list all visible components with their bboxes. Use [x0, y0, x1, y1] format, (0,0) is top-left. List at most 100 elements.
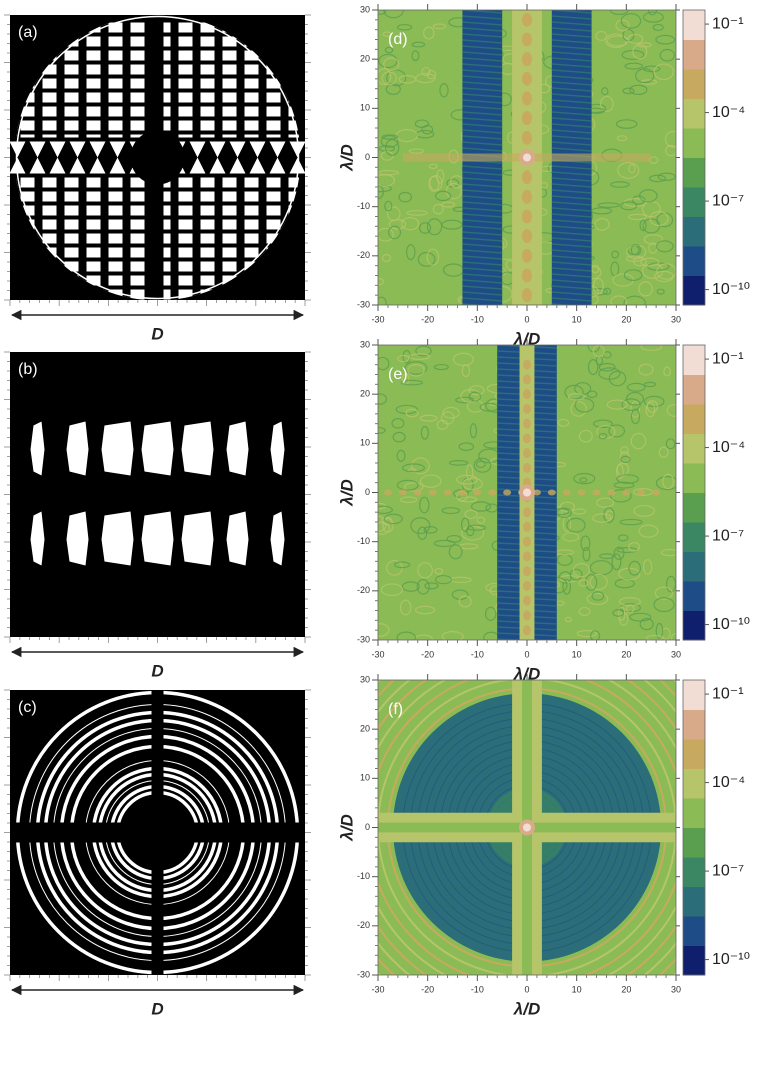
speckle [643, 381, 657, 388]
band-fringe [462, 51, 503, 56]
panel-label: (e) [388, 366, 408, 383]
speckle [466, 525, 475, 537]
speckle [460, 517, 470, 532]
speckle [398, 191, 413, 203]
speckle [655, 622, 664, 640]
band-fringe [462, 111, 503, 116]
speckle [433, 363, 449, 371]
speckle [624, 62, 644, 70]
mask [10, 15, 305, 300]
speckle [643, 234, 664, 245]
speckle [600, 95, 614, 112]
mask-panel: (c) D [4, 689, 311, 1018]
speckle [383, 513, 403, 525]
speckle [382, 517, 394, 533]
speckle [642, 559, 653, 575]
speckle [570, 401, 587, 417]
speckle [628, 560, 642, 576]
speckle [396, 479, 419, 491]
speckle [569, 568, 583, 581]
speckle [578, 579, 589, 587]
colorbar-band [683, 610, 705, 641]
speckle [597, 202, 620, 208]
band-fringe [462, 57, 503, 62]
speckle [615, 463, 624, 480]
speckle [611, 553, 622, 571]
speckle [417, 562, 433, 579]
bright-spot [577, 489, 586, 496]
mask-blob [141, 421, 174, 476]
mask-panel: (b) D [4, 351, 311, 680]
colorbar-band [683, 916, 705, 946]
speckle [388, 219, 407, 230]
speckle [630, 432, 647, 450]
band-fringe [462, 231, 503, 236]
speckle [455, 396, 475, 404]
y-tick-label: -10 [357, 536, 370, 546]
speckle [629, 612, 652, 622]
band-fringe [462, 117, 503, 122]
band-fringe [551, 141, 592, 146]
x-tick-label: 30 [671, 649, 681, 659]
band-fringe [462, 123, 503, 128]
mask-rim [15, 15, 300, 300]
speckle [411, 41, 426, 48]
speckle [468, 385, 485, 396]
y-axis-label: λ/D [337, 814, 356, 841]
speckle [660, 548, 676, 557]
band-fringe [551, 243, 592, 248]
band-fringe [462, 237, 503, 242]
x-tick-label: -20 [421, 649, 434, 659]
speckle [649, 174, 667, 183]
speckle [469, 423, 478, 439]
mask-tooth [189, 141, 206, 174]
band-fringe [462, 63, 503, 68]
speckle [378, 393, 387, 405]
band-fringe [551, 219, 592, 224]
y-tick-label: 10 [360, 773, 370, 783]
speckle [586, 390, 598, 399]
speckle [476, 516, 486, 524]
bright-spot [522, 268, 532, 283]
colorbar-band [683, 39, 705, 70]
speckle [608, 370, 627, 387]
colorbar-band [683, 522, 705, 552]
speckle [655, 34, 676, 45]
mask-blob [226, 511, 249, 566]
speckle [633, 504, 656, 517]
speckle [381, 134, 399, 140]
speckle [378, 227, 394, 242]
band-fringe [462, 303, 486, 305]
band-fringe [551, 15, 592, 20]
speckle [665, 144, 676, 157]
speckle [657, 172, 676, 181]
mask-blob [141, 511, 174, 566]
colorbar-band [683, 463, 705, 493]
bright-spot [637, 489, 646, 496]
y-tick-label: -20 [357, 920, 370, 930]
band-fringe [551, 255, 592, 260]
band-fringe [462, 171, 503, 176]
band-fringe [462, 213, 503, 218]
y-tick-label: -10 [357, 201, 370, 211]
speckle [578, 429, 593, 443]
speckle [382, 31, 392, 37]
y-tick-label: 0 [365, 822, 370, 832]
x-tick-label: -10 [471, 649, 484, 659]
band-fringe [551, 279, 592, 284]
speckle [381, 253, 391, 263]
x-tick-label: -10 [471, 314, 484, 324]
bright-spot [523, 403, 531, 414]
speckle [567, 392, 586, 401]
mask-tooth [89, 141, 106, 174]
heatmap-panel: -30 -20 -10 0 10 20 30 -30 -20 -10 0 10 20 30 λ/D λ/D (f… [337, 674, 750, 1018]
band-fringe [551, 297, 592, 302]
x-axis-label: λ/D [513, 664, 540, 683]
band-fringe [462, 33, 503, 38]
speckle [646, 400, 659, 413]
speckle [639, 219, 647, 232]
speckle [429, 174, 443, 192]
mask-tooth [49, 141, 66, 174]
band-fringe [551, 93, 592, 98]
bright-spot [523, 551, 531, 562]
